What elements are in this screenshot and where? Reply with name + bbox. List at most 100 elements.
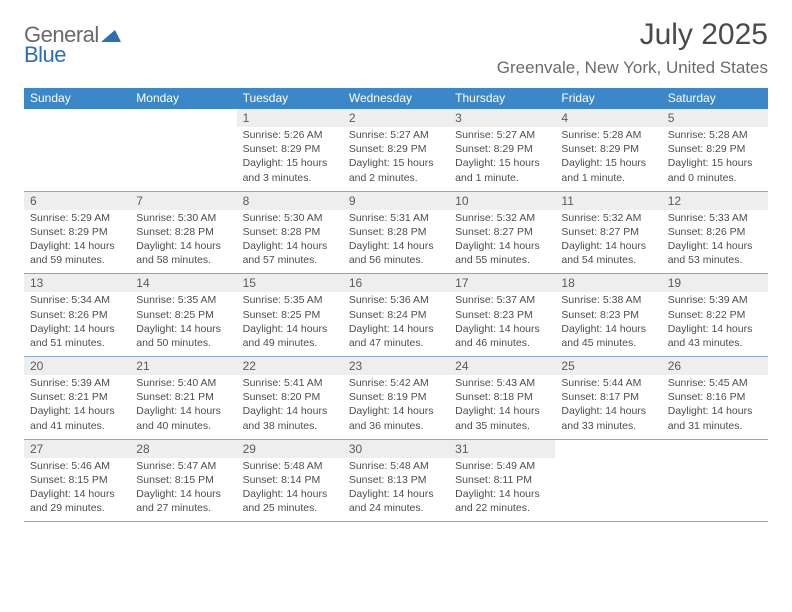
day-detail-line: Sunrise: 5:41 AM [243,376,337,390]
week-content-row: Sunrise: 5:26 AMSunset: 8:29 PMDaylight:… [24,127,768,192]
day-number: 24 [449,357,555,375]
day-number: 19 [662,274,768,292]
day-detail-line: Sunset: 8:26 PM [30,308,124,322]
day-detail-line: Sunrise: 5:32 AM [455,211,549,225]
day-number: 28 [130,440,236,458]
day-detail-line: Sunset: 8:16 PM [668,390,762,404]
day-header-cell: Thursday [449,88,555,109]
day-number: 6 [24,192,130,210]
day-detail-line: Sunset: 8:15 PM [30,473,124,487]
day-detail-line: Sunset: 8:29 PM [455,142,549,156]
day-detail-line: Daylight: 14 hours [30,487,124,501]
day-detail-line: and 0 minutes. [668,171,762,185]
day-detail-line: and 3 minutes. [243,171,337,185]
day-detail-line: Sunrise: 5:43 AM [455,376,549,390]
day-content: Sunrise: 5:30 AMSunset: 8:28 PMDaylight:… [237,210,343,274]
day-detail-line: Sunrise: 5:28 AM [561,128,655,142]
day-detail-line: and 36 minutes. [349,419,443,433]
day-detail-line: Sunrise: 5:36 AM [349,293,443,307]
day-detail-line: Sunrise: 5:28 AM [668,128,762,142]
day-detail-line: Daylight: 14 hours [30,322,124,336]
day-detail-line: and 2 minutes. [349,171,443,185]
day-number: 2 [343,109,449,127]
day-detail-line: Sunrise: 5:29 AM [30,211,124,225]
day-detail-line: Sunrise: 5:38 AM [561,293,655,307]
day-detail-line: Sunset: 8:28 PM [349,225,443,239]
logo-triangle-icon [101,29,121,46]
day-content: Sunrise: 5:36 AMSunset: 8:24 PMDaylight:… [343,292,449,356]
day-detail-line: and 51 minutes. [30,336,124,350]
day-number: 31 [449,440,555,458]
day-detail-line: Sunrise: 5:46 AM [30,459,124,473]
day-detail-line: and 1 minute. [561,171,655,185]
day-detail-line: Sunset: 8:25 PM [243,308,337,322]
day-detail-line: Sunset: 8:21 PM [136,390,230,404]
logo: General Blue [24,18,121,68]
day-detail-line: Sunset: 8:11 PM [455,473,549,487]
day-content: Sunrise: 5:32 AMSunset: 8:27 PMDaylight:… [555,210,661,274]
day-detail-line: and 24 minutes. [349,501,443,515]
day-detail-line: Daylight: 14 hours [561,404,655,418]
day-content: Sunrise: 5:39 AMSunset: 8:21 PMDaylight:… [24,375,130,439]
day-detail-line: and 41 minutes. [30,419,124,433]
day-detail-line: and 54 minutes. [561,253,655,267]
day-detail-line: Daylight: 14 hours [561,322,655,336]
day-detail-line: Sunset: 8:27 PM [455,225,549,239]
day-detail-line: and 31 minutes. [668,419,762,433]
week-number-row: 12345 [24,109,768,127]
day-detail-line: Sunrise: 5:39 AM [30,376,124,390]
day-detail-line: Daylight: 14 hours [455,487,549,501]
day-number: 14 [130,274,236,292]
day-content: Sunrise: 5:45 AMSunset: 8:16 PMDaylight:… [662,375,768,439]
day-detail-line: Sunrise: 5:32 AM [561,211,655,225]
day-detail-line: Sunset: 8:15 PM [136,473,230,487]
day-detail-line: Daylight: 14 hours [136,322,230,336]
day-detail-line: Daylight: 14 hours [668,322,762,336]
day-content: Sunrise: 5:47 AMSunset: 8:15 PMDaylight:… [130,458,236,522]
week-number-row: 2728293031 [24,440,768,458]
day-content: Sunrise: 5:35 AMSunset: 8:25 PMDaylight:… [130,292,236,356]
day-number: 1 [237,109,343,127]
day-detail-line: and 59 minutes. [30,253,124,267]
day-number: 7 [130,192,236,210]
day-content: Sunrise: 5:31 AMSunset: 8:28 PMDaylight:… [343,210,449,274]
day-number: 21 [130,357,236,375]
week-number-row: 6789101112 [24,192,768,210]
day-content [662,458,768,522]
day-detail-line: Sunrise: 5:30 AM [136,211,230,225]
day-detail-line: Sunrise: 5:42 AM [349,376,443,390]
day-content: Sunrise: 5:39 AMSunset: 8:22 PMDaylight:… [662,292,768,356]
week-content-row: Sunrise: 5:29 AMSunset: 8:29 PMDaylight:… [24,210,768,275]
day-number: 23 [343,357,449,375]
day-number: 9 [343,192,449,210]
day-detail-line: Daylight: 14 hours [30,404,124,418]
day-detail-line: Sunset: 8:20 PM [243,390,337,404]
day-detail-line: Sunset: 8:18 PM [455,390,549,404]
day-detail-line: Sunrise: 5:31 AM [349,211,443,225]
day-detail-line: Sunrise: 5:48 AM [349,459,443,473]
location-label: Greenvale, New York, United States [497,58,768,78]
day-detail-line: and 46 minutes. [455,336,549,350]
day-detail-line: and 35 minutes. [455,419,549,433]
day-number: 11 [555,192,661,210]
day-detail-line: Sunset: 8:23 PM [455,308,549,322]
day-content [24,127,130,191]
week-content-row: Sunrise: 5:46 AMSunset: 8:15 PMDaylight:… [24,458,768,523]
day-detail-line: Daylight: 14 hours [243,239,337,253]
day-number: 20 [24,357,130,375]
day-detail-line: Daylight: 15 hours [668,156,762,170]
day-detail-line: Sunset: 8:29 PM [668,142,762,156]
day-header-cell: Tuesday [237,88,343,109]
day-detail-line: Sunrise: 5:27 AM [455,128,549,142]
day-detail-line: Sunset: 8:26 PM [668,225,762,239]
day-number: 30 [343,440,449,458]
week-content-row: Sunrise: 5:34 AMSunset: 8:26 PMDaylight:… [24,292,768,357]
day-content: Sunrise: 5:48 AMSunset: 8:14 PMDaylight:… [237,458,343,522]
day-content: Sunrise: 5:26 AMSunset: 8:29 PMDaylight:… [237,127,343,191]
day-detail-line: and 29 minutes. [30,501,124,515]
day-detail-line: and 56 minutes. [349,253,443,267]
day-detail-line: Sunset: 8:28 PM [136,225,230,239]
day-detail-line: Sunset: 8:27 PM [561,225,655,239]
day-detail-line: and 38 minutes. [243,419,337,433]
day-content [555,458,661,522]
